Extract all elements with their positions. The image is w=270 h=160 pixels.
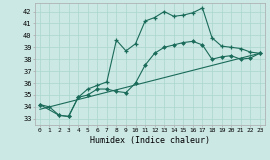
X-axis label: Humidex (Indice chaleur): Humidex (Indice chaleur) bbox=[90, 136, 210, 145]
